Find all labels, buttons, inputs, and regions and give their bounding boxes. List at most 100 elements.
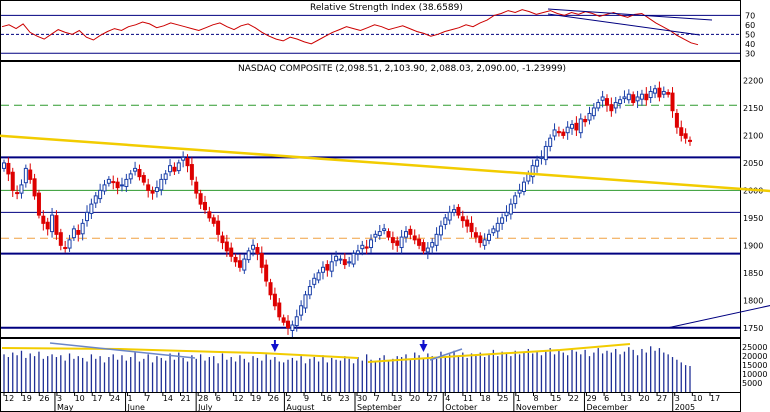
price-candle [181, 151, 186, 168]
price-candle [85, 205, 90, 227]
volume-tick-label: 25000 [742, 343, 767, 352]
candle-body [679, 127, 684, 136]
candle-body [674, 112, 679, 128]
candle-body [98, 189, 103, 200]
price-candle [666, 89, 671, 98]
candle-body [28, 169, 33, 180]
x-day-label: 12 [4, 394, 14, 403]
candle-body [526, 173, 531, 182]
candle-body [6, 162, 11, 175]
candle-body [622, 96, 627, 100]
x-month-label: October [445, 403, 478, 412]
candle-body [237, 260, 242, 268]
price-tick-label: 2050 [743, 159, 763, 168]
price-candle [71, 225, 76, 241]
price-tick-label: 1950 [743, 214, 763, 223]
candle-body [194, 181, 199, 194]
candle-body [281, 317, 286, 323]
candle-body [556, 131, 561, 134]
candle-body [93, 195, 98, 204]
candle-body [653, 88, 658, 94]
price-candle [102, 179, 107, 195]
candle-body [259, 253, 264, 268]
price-candle [189, 157, 194, 186]
rsi-tick-label: 50 [745, 30, 755, 39]
candle-body [255, 247, 260, 255]
volume-tick-label: 20000 [742, 352, 767, 361]
candle-body [45, 221, 50, 230]
x-day-label: 7 [375, 394, 380, 403]
price-candle [583, 115, 588, 127]
candle-body [154, 187, 159, 192]
x-day-label: 6 [604, 394, 609, 403]
price-candle [89, 198, 94, 219]
candle-body [150, 190, 155, 194]
price-candle [482, 233, 487, 250]
candle-body [176, 162, 181, 172]
price-candle [412, 229, 417, 245]
x-day-label: 28 [198, 394, 208, 403]
candle-body [631, 94, 636, 103]
price-candle [657, 81, 662, 102]
price-candle [93, 192, 98, 208]
price-candle [626, 89, 631, 104]
price-candle [98, 183, 103, 204]
candle-body [2, 162, 6, 169]
candle-body [596, 101, 601, 109]
rsi-tick-label: 30 [745, 49, 755, 58]
price-candle [543, 140, 548, 166]
candle-body [19, 184, 24, 194]
x-month-label: August [286, 403, 314, 412]
price-candle [329, 254, 334, 278]
candle-body [425, 247, 430, 253]
candle-body [264, 264, 269, 282]
candle-body [211, 217, 216, 224]
volume-blue-trend [49, 342, 196, 359]
price-candle [539, 150, 544, 165]
price-candle [237, 254, 242, 272]
price-tick-label: 1850 [743, 269, 763, 278]
candle-body [403, 231, 408, 238]
x-day-label: 18 [481, 394, 491, 403]
candle-body [119, 184, 124, 187]
candle-body [591, 107, 596, 117]
price-candle [41, 210, 46, 231]
candle-body [644, 93, 649, 101]
candle-body [23, 167, 28, 184]
price-candle [552, 123, 557, 141]
x-day-label: 8 [534, 394, 539, 403]
candle-body [508, 203, 513, 215]
candle-body [355, 250, 360, 255]
price-candle [259, 246, 264, 274]
price-candle [128, 170, 133, 184]
x-day-label: 13 [622, 394, 632, 403]
price-candle [517, 183, 522, 198]
candle-body [639, 93, 644, 100]
price-candle [137, 164, 142, 181]
candle-body [395, 240, 400, 246]
price-candle [119, 177, 124, 192]
x-day-label: 14 [163, 394, 173, 403]
candle-body [115, 181, 120, 189]
candle-body [399, 236, 404, 249]
price-candle [434, 227, 439, 252]
price-candle [609, 97, 614, 117]
candle-body [303, 294, 308, 309]
candle-body [76, 229, 81, 235]
price-candle [460, 210, 465, 228]
x-day-label: 27 [657, 394, 667, 403]
x-day-label: 20 [639, 394, 649, 403]
price-candle [202, 195, 207, 215]
candle-body [216, 220, 221, 235]
candle-body [36, 192, 41, 216]
x-month-label: 2005 [675, 403, 695, 412]
candle-body [452, 209, 457, 213]
price-candle [600, 90, 605, 108]
candle-body [189, 164, 194, 180]
price-candle [168, 159, 173, 177]
x-day-label: 9 [304, 394, 309, 403]
candle-body [233, 256, 238, 263]
candle-body [229, 247, 234, 257]
x-day-label: 26 [39, 394, 49, 403]
candle-body [430, 242, 435, 248]
